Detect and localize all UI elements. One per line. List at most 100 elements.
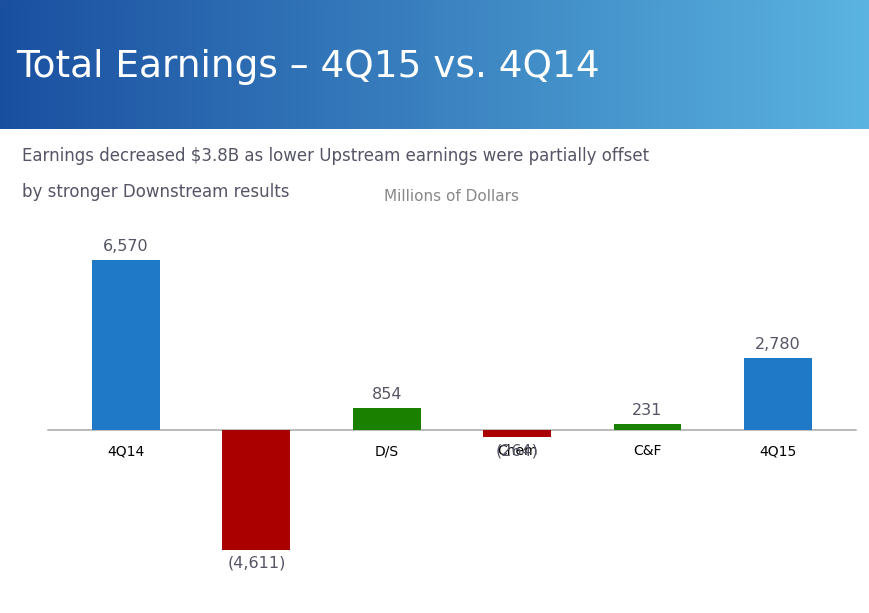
Bar <box>747 0 753 129</box>
Bar <box>613 0 618 129</box>
Bar <box>656 0 661 129</box>
Bar <box>647 0 653 129</box>
Bar <box>495 0 501 129</box>
Bar <box>721 0 726 129</box>
Bar <box>478 0 483 129</box>
Bar <box>448 0 453 129</box>
Bar <box>617 0 622 129</box>
Bar <box>213 0 218 129</box>
Bar <box>791 0 796 129</box>
Bar <box>300 0 305 129</box>
Bar <box>852 0 857 129</box>
Bar <box>865 0 869 129</box>
Bar <box>743 0 748 129</box>
Bar <box>547 0 553 129</box>
Bar <box>348 0 353 129</box>
Bar <box>330 0 335 129</box>
Bar <box>378 0 383 129</box>
Bar <box>799 0 805 129</box>
Bar <box>539 0 544 129</box>
Bar <box>222 0 227 129</box>
Bar <box>104 0 109 129</box>
Bar <box>808 0 813 129</box>
Bar <box>508 0 514 129</box>
Bar <box>353 408 421 430</box>
Bar <box>0 0 5 129</box>
Bar <box>608 0 614 129</box>
Bar <box>91 0 96 129</box>
Bar <box>339 0 344 129</box>
Bar <box>22 0 27 129</box>
Bar <box>700 0 705 129</box>
Bar <box>795 0 800 129</box>
Bar <box>287 0 292 129</box>
Bar <box>139 0 144 129</box>
Text: by stronger Downstream results: by stronger Downstream results <box>22 183 289 200</box>
Bar <box>317 0 322 129</box>
Bar <box>43 0 49 129</box>
Bar <box>556 0 561 129</box>
Bar <box>13 0 18 129</box>
Bar <box>48 0 53 129</box>
Bar <box>226 0 231 129</box>
Bar <box>430 0 435 129</box>
Bar <box>17 0 23 129</box>
Bar <box>786 0 792 129</box>
Bar <box>222 430 290 550</box>
Bar <box>630 0 635 129</box>
Bar <box>517 0 522 129</box>
Bar <box>483 430 551 437</box>
Bar <box>604 0 609 129</box>
Bar <box>74 0 79 129</box>
Bar <box>669 0 674 129</box>
Bar <box>265 0 270 129</box>
Bar <box>713 0 718 129</box>
Bar <box>856 0 861 129</box>
Bar <box>387 0 392 129</box>
Bar <box>574 0 579 129</box>
Bar <box>148 0 153 129</box>
Bar <box>391 0 396 129</box>
Bar <box>308 0 314 129</box>
Bar <box>169 0 175 129</box>
Bar <box>395 0 401 129</box>
Bar <box>760 0 766 129</box>
Bar <box>834 0 839 129</box>
Bar <box>361 0 366 129</box>
Bar <box>96 0 101 129</box>
Bar <box>209 0 214 129</box>
Bar <box>465 0 470 129</box>
Bar <box>408 0 414 129</box>
Bar <box>730 0 735 129</box>
Bar <box>52 0 57 129</box>
Bar <box>369 0 375 129</box>
Bar <box>639 0 644 129</box>
Bar <box>4 0 10 129</box>
Bar <box>274 0 279 129</box>
Bar <box>126 0 131 129</box>
Bar <box>744 358 812 430</box>
Bar <box>304 0 309 129</box>
Bar <box>860 0 866 129</box>
Bar <box>804 0 809 129</box>
Bar <box>530 0 535 129</box>
Bar <box>778 0 783 129</box>
Bar <box>595 0 600 129</box>
Bar <box>9 0 14 129</box>
Bar <box>83 0 88 129</box>
Bar <box>65 0 70 129</box>
Bar <box>248 0 253 129</box>
Bar <box>614 424 681 430</box>
Text: Earnings decreased $3.8B as lower Upstream earnings were partially offset: Earnings decreased $3.8B as lower Upstre… <box>22 147 649 165</box>
Bar <box>204 0 209 129</box>
Bar <box>756 0 761 129</box>
Bar <box>313 0 318 129</box>
Bar <box>691 0 696 129</box>
Bar <box>122 0 127 129</box>
Bar <box>830 0 835 129</box>
Bar <box>256 0 262 129</box>
Bar <box>752 0 757 129</box>
Bar <box>356 0 362 129</box>
Bar <box>335 0 340 129</box>
Bar <box>261 0 266 129</box>
